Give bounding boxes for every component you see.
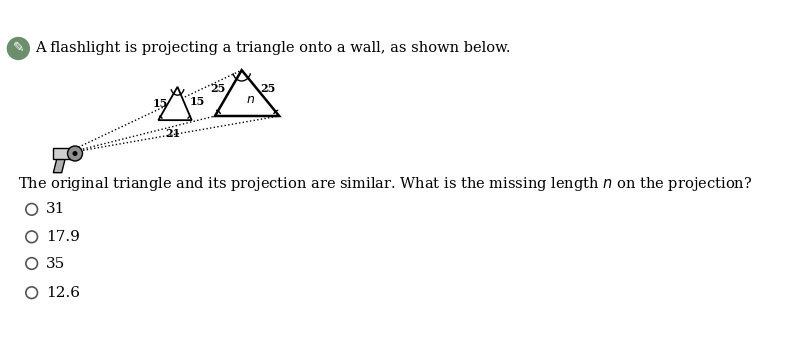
Text: ✎: ✎ [13,42,24,55]
Circle shape [73,151,78,156]
Text: The original triangle and its projection are similar. What is the missing length: The original triangle and its projection… [18,175,753,193]
Text: 35: 35 [46,257,65,270]
Text: 17.9: 17.9 [46,230,80,244]
FancyBboxPatch shape [54,148,77,159]
Circle shape [26,231,38,243]
Text: A flashlight is projecting a triangle onto a wall, as shown below.: A flashlight is projecting a triangle on… [35,42,510,55]
Text: 15: 15 [153,98,169,109]
Text: $n$: $n$ [246,93,255,106]
Circle shape [26,287,38,299]
Text: 12.6: 12.6 [46,286,80,300]
Circle shape [67,146,82,161]
Circle shape [26,203,38,215]
Text: 21: 21 [166,128,181,139]
Polygon shape [215,70,279,116]
Text: 15: 15 [190,96,206,107]
Circle shape [6,37,30,60]
Text: 31: 31 [46,202,66,216]
Text: 25: 25 [210,83,226,94]
Polygon shape [158,87,192,120]
Text: 25: 25 [260,83,275,94]
Circle shape [26,258,38,269]
Polygon shape [54,159,65,173]
